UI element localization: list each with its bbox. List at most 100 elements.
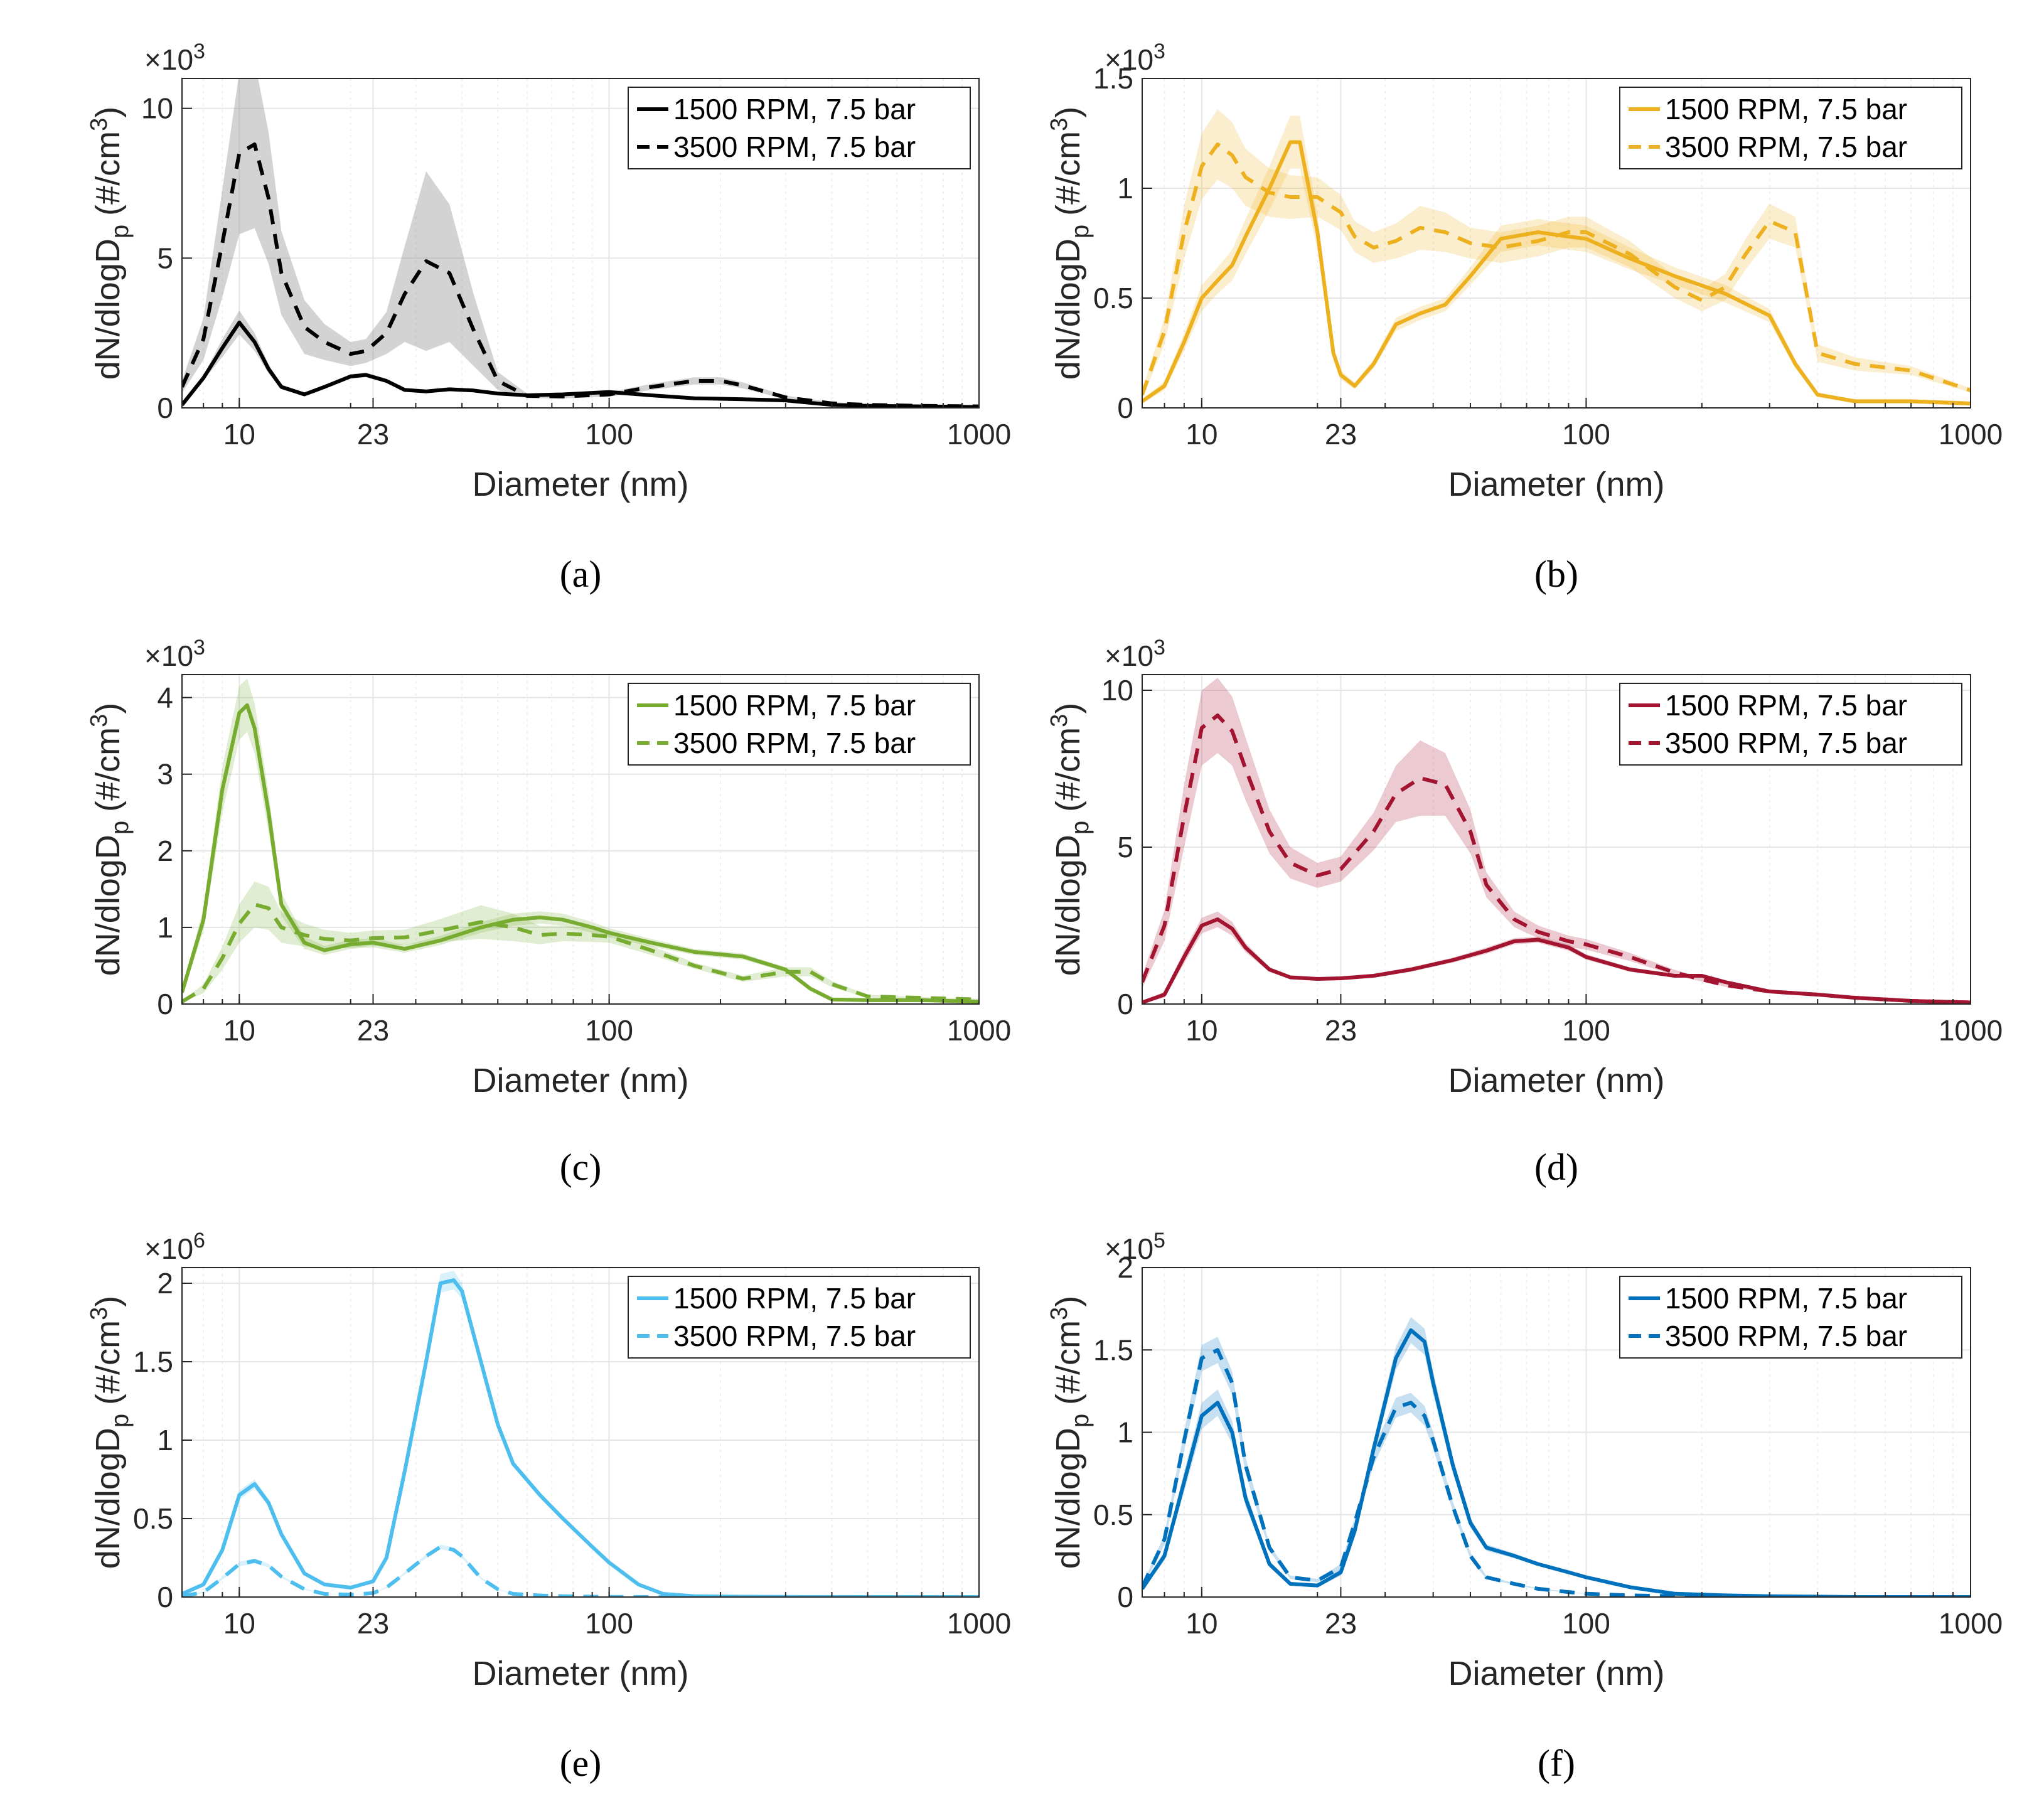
y-axis-title-subscript: p (1066, 821, 1094, 835)
y-axis-title-units: (#/cm (89, 131, 127, 216)
y-multiplier-base: ×10 (1105, 1232, 1153, 1265)
x-tick-label: 23 (357, 1607, 389, 1640)
y-multiplier-base: ×10 (144, 639, 193, 672)
y-axis-title-subscript: p (106, 821, 134, 835)
confidence-band-3500rpm (1142, 109, 1971, 399)
x-axis-title: Diameter (nm) (472, 1062, 688, 1099)
legend-box (628, 87, 971, 169)
x-tick-label: 100 (585, 1607, 633, 1640)
y-multiplier-label: ×103 (144, 40, 205, 76)
x-tick-label: 1000 (1939, 1014, 2003, 1047)
y-axis-title-close: ) (1049, 1296, 1087, 1307)
series-line-1500rpm (1142, 140, 1971, 405)
y-tick-label: 3 (157, 758, 173, 791)
y-tick-label: 1 (157, 911, 173, 944)
y-tick-label: 4 (157, 681, 173, 714)
subfigure-caption: (f) (1538, 1743, 1575, 1784)
series-line-3500rpm (1142, 713, 1971, 1004)
confidence-band-1500rpm (1142, 911, 1971, 1003)
x-tick-label: 10 (223, 1607, 255, 1640)
x-tick-label: 1000 (1939, 418, 2003, 451)
y-tick-label: 1.5 (133, 1345, 173, 1378)
x-axis-title: Diameter (nm) (472, 1655, 688, 1692)
subfigure-caption: (b) (1534, 553, 1578, 595)
y-multiplier-label: ×103 (144, 636, 205, 672)
y-axis-title-units: (#/cm (1049, 1320, 1087, 1405)
x-tick-label: 100 (1562, 1014, 1610, 1047)
y-axis-title-close: ) (89, 1296, 127, 1307)
y-axis-title-main: dN/dlogD (89, 238, 127, 380)
subfigure-caption-text: (a) (560, 553, 602, 595)
subfigure-caption-text: (b) (1534, 553, 1578, 595)
y-axis-title-units: (#/cm (1049, 131, 1087, 216)
y-axis-title-close: ) (89, 107, 127, 118)
legend-label: 1500 RPM, 7.5 bar (1665, 93, 1907, 126)
chart-panel-f: 10 23 100 1000 0 0.5 1 1.5 2×105 Diameter (nm) dN/… (1046, 1229, 2003, 1784)
legend-box (1619, 1276, 1962, 1359)
y-tick-label: 0.5 (133, 1502, 173, 1535)
legend: 1500 RPM, 7.5 bar 3500 RPM, 7.5 bar (628, 683, 971, 766)
subfigure-caption-text: (d) (1534, 1146, 1578, 1188)
subfigure-caption: (c) (560, 1146, 602, 1188)
y-multiplier-base: ×10 (1105, 43, 1153, 76)
legend-box (628, 1276, 971, 1359)
series-line-1500rpm (182, 321, 979, 408)
x-tick-label: 10 (223, 1014, 255, 1047)
x-tick-label: 1000 (947, 418, 1011, 451)
y-tick-label: 0.5 (1093, 1498, 1133, 1531)
y-axis-title-main: dN/dlogD (1049, 835, 1087, 976)
x-tick-label: 100 (1562, 418, 1610, 451)
y-multiplier-exponent: 3 (193, 40, 205, 63)
y-tick-label: 0 (157, 988, 173, 1020)
legend: 1500 RPM, 7.5 bar 3500 RPM, 7.5 bar (1619, 1276, 1962, 1359)
axes-box (1142, 78, 1971, 409)
y-axis-title-main: dN/dlogD (1049, 1428, 1087, 1569)
confidence-band-3500rpm (182, 881, 979, 1003)
legend-label: 3500 RPM, 7.5 bar (673, 131, 916, 163)
y-axis-title-subscript: p (1066, 1414, 1094, 1428)
y-tick-label: 0 (1117, 988, 1133, 1020)
series-line-1500rpm (1142, 1328, 1971, 1597)
y-axis-title: dN/dlogDp (#/cm3) (1046, 1296, 1094, 1569)
y-axis-title: dN/dlogDp (#/cm3) (1046, 703, 1094, 976)
y-axis-title-subscript: p (106, 1414, 134, 1428)
y-tick-label: 2 (1117, 1251, 1133, 1284)
y-axis-title-units: (#/cm (1049, 727, 1087, 812)
axes-box (1142, 674, 1971, 1005)
confidence-band-3500rpm (1142, 678, 1971, 1003)
x-axis-title: Diameter (nm) (472, 466, 688, 503)
y-multiplier-exponent: 5 (1153, 1229, 1165, 1253)
x-tick-label: 23 (357, 418, 389, 451)
series-line-3500rpm (182, 1545, 979, 1597)
subfigure-caption: (e) (560, 1743, 602, 1784)
y-axis-title-close: ) (1049, 107, 1087, 118)
y-axis-title-main: dN/dlogD (89, 1428, 127, 1569)
series-line-3500rpm (1142, 142, 1971, 395)
y-multiplier-exponent: 6 (193, 1229, 205, 1253)
y-axis-title-main: dN/dlogD (89, 835, 127, 976)
y-tick-label: 10 (1101, 674, 1133, 707)
y-multiplier-exponent: 3 (1153, 40, 1165, 63)
y-axis-title: dN/dlogDp (#/cm3) (86, 1296, 134, 1569)
legend-label: 3500 RPM, 7.5 bar (673, 1320, 916, 1352)
y-axis-title: dN/dlogDp (#/cm3) (1046, 107, 1094, 380)
x-tick-label: 1000 (947, 1607, 1011, 1640)
series-line-3500rpm (182, 902, 979, 1003)
legend-box (628, 683, 971, 766)
legend-label: 1500 RPM, 7.5 bar (673, 689, 916, 722)
y-axis-title-close: ) (1049, 703, 1087, 714)
chart-panel-e: 10 23 100 1000 0 0.5 1 1.5 2×106 Diameter (nm) dN/… (86, 1229, 1011, 1784)
confidence-band-3500rpm (1142, 1337, 1971, 1597)
legend-label: 3500 RPM, 7.5 bar (1665, 131, 1907, 163)
subfigure-caption-text: (f) (1538, 1743, 1575, 1784)
x-tick-label: 23 (1325, 418, 1357, 451)
x-tick-label: 23 (1325, 1014, 1357, 1047)
subfigure-caption: (a) (560, 553, 602, 595)
legend-label: 1500 RPM, 7.5 bar (1665, 1282, 1907, 1315)
y-multiplier-base: ×10 (144, 1232, 193, 1265)
x-tick-label: 100 (585, 1014, 633, 1047)
y-axis-title-main: dN/dlogD (1049, 238, 1087, 380)
y-tick-label: 0 (157, 1581, 173, 1613)
